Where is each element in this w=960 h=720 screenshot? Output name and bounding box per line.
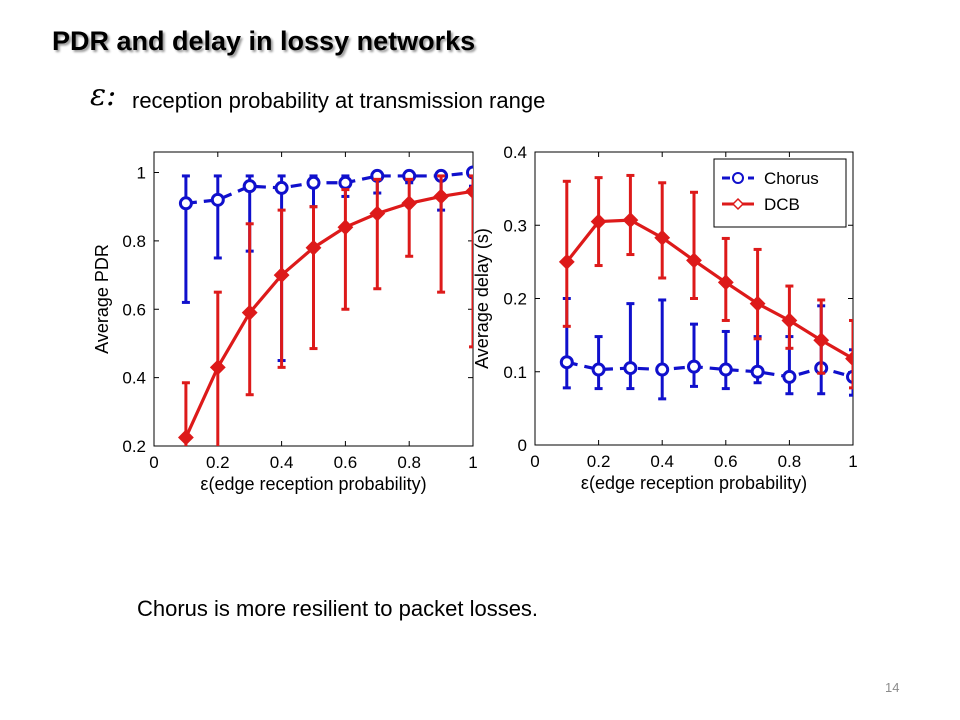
epsilon-symbol: ε: [90,78,117,113]
dcb-point [177,429,194,446]
chorus-series [559,297,853,401]
dcb-series [177,174,473,446]
chorus-point [178,196,193,211]
chorus-point [782,369,797,384]
dcb-point [686,252,702,269]
y-tick-label: 0.4 [122,369,146,388]
chorus-line [185,170,473,205]
y-tick-label: 0.4 [503,143,527,162]
dcb-point [781,312,798,329]
dcb-point [369,205,386,222]
delay-chart: 0 0.2 0.4 0.6 0.8 1 0 0.1 0.2 0.3 0.4 ε(edge recept… [472,143,858,493]
x-tick-label: 0.6 [714,452,738,471]
chorus-point [718,362,733,377]
x-axis-label: ε(edge reception probability) [200,474,426,494]
chorus-line [566,360,853,379]
chorus-point [242,179,257,194]
dcb-legend-label: DCB [764,195,800,214]
plot-area [558,173,853,401]
subtitle-text: reception probability at transmission ra… [132,88,546,113]
x-tick-label: 0.2 [206,453,230,472]
x-tick-label: 0.4 [270,453,294,472]
x-tick-label: 0 [530,452,539,471]
dcb-point [845,350,853,367]
chorus-point [306,175,321,190]
y-tick-label: 0 [518,436,527,455]
x-tick-label: 0 [149,453,158,472]
y-axis-label: Average PDR [92,244,112,354]
y-tick-label: 0.2 [503,290,527,309]
chorus-point [655,362,670,377]
x-tick-label: 0.8 [397,453,421,472]
chorus-point [591,362,606,377]
x-tick-label: 1 [468,453,477,472]
x-tick-label: 0.4 [650,452,674,471]
y-tick-label: 0.8 [122,232,146,251]
dcb-point [622,212,639,229]
chorus-point [687,359,701,374]
dcb-point [465,183,473,200]
dcb-point [401,195,418,212]
dcb-series [558,173,853,390]
dcb-point [209,359,226,376]
dcb-point [337,219,354,236]
chorus-point [750,364,765,379]
y-tick-label: 0.2 [122,437,146,456]
dcb-point [813,332,830,349]
y-tick-label: 0.3 [503,216,527,235]
plot-area [177,165,473,446]
dcb-point [433,188,450,205]
chorus-legend-label: Chorus [764,169,819,188]
dcb-point [273,267,290,283]
slide-title: PDR and delay in lossy networks [52,26,476,56]
dcb-point [749,295,766,312]
y-tick-label: 1 [137,164,146,183]
x-tick-label: 0.2 [587,452,611,471]
chorus-point [338,175,353,190]
chorus-point [623,361,638,376]
conclusion-text: Chorus is more resilient to packet losse… [137,596,539,621]
dcb-point [241,304,258,321]
chorus-point [274,180,289,195]
y-tick-label: 0.1 [503,363,527,382]
dcb-line [184,189,473,439]
dcb-point [305,239,322,256]
y-axis-label: Average delay (s) [472,228,492,369]
dcb-legend-marker [731,197,745,211]
chorus-point [559,355,574,370]
dcb-point [558,253,575,270]
x-tick-label: 0.8 [778,452,802,471]
page-number: 14 [885,680,900,695]
y-tick-label: 0.6 [122,300,146,319]
pdr-chart: 0 0.2 0.4 0.6 0.8 10.20.40.60.81ε(edge recept… [92,151,478,494]
chorus-point [210,192,225,207]
legend: Chorus DCB [713,158,847,228]
x-axis-label: ε(edge reception probability) [581,473,807,493]
x-tick-label: 0.6 [334,453,358,472]
chorus-legend-marker [732,172,744,184]
dcb-line [565,218,853,360]
legend-box [713,158,847,228]
dcb-point [654,229,671,246]
dcb-point [590,213,607,230]
x-tick-label: 1 [848,452,857,471]
dcb-point [717,274,734,291]
